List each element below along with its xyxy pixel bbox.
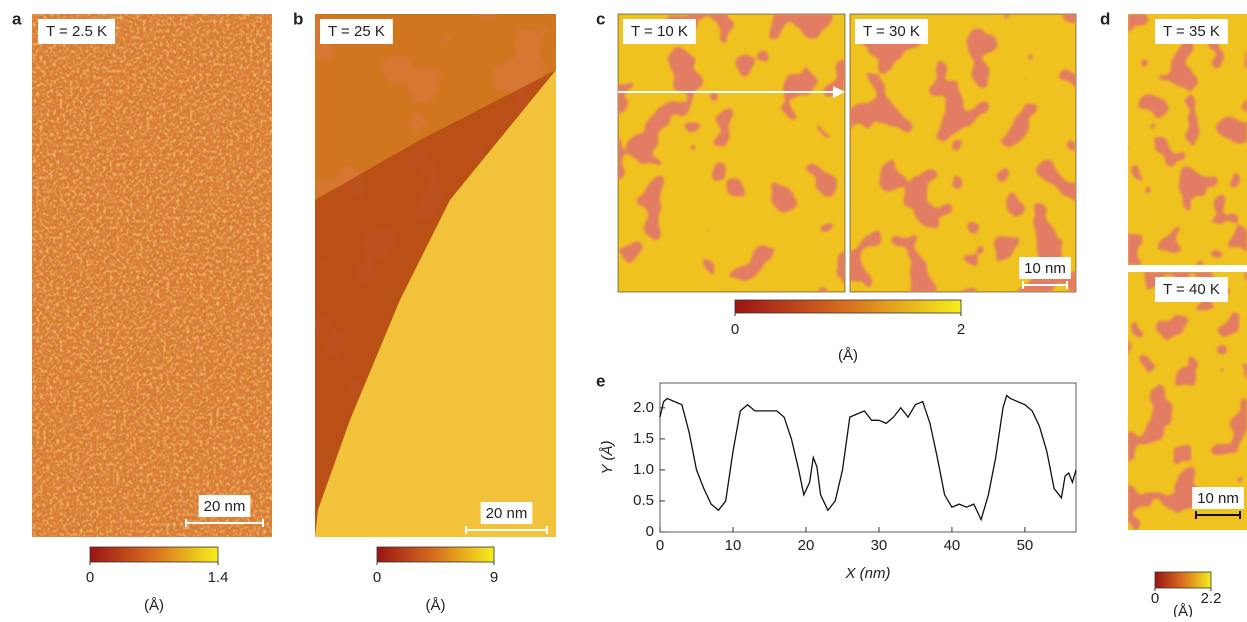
y-tick-label: 1.5: [633, 430, 654, 447]
colorbar-tick-label: 9: [490, 569, 498, 586]
stm-texture: [850, 14, 1076, 292]
temperature-box: [1155, 277, 1228, 302]
colorbar-unit: (Å): [144, 597, 164, 614]
stm-texture: [618, 14, 845, 292]
scale-bar: [1195, 511, 1241, 519]
scale-bar-box: [1192, 487, 1244, 509]
colorbar: [89, 546, 219, 563]
y-tick-label: 0.5: [633, 492, 654, 509]
scale-bar: [185, 519, 264, 527]
scale-bar: [1022, 281, 1068, 289]
temperature-box: [320, 19, 393, 44]
stm-texture: [32, 14, 272, 537]
x-axis-label: X (nm): [845, 565, 891, 582]
temperature-label: T = 30 K: [863, 23, 920, 40]
y-axis-label: Y (Å): [599, 441, 616, 475]
x-tick-label: 50: [1017, 537, 1034, 554]
temperature-label: T = 2.5 K: [46, 23, 107, 40]
stm-texture: [1128, 14, 1247, 265]
temperature-box: [623, 19, 696, 44]
scale-bar-box: [480, 502, 533, 524]
colorbar: [1154, 571, 1212, 589]
colorbar-tick-label: 2.2: [1201, 590, 1222, 607]
colorbar-tick-label: 0: [1151, 590, 1159, 607]
colorbar: [376, 546, 495, 563]
scale-bar-label: 10 nm: [1024, 260, 1066, 277]
panel-label: e: [596, 371, 605, 390]
scale-bar-label: 20 nm: [204, 498, 246, 515]
colorbar: [734, 299, 962, 314]
scale-bar-box: [1019, 257, 1071, 279]
colorbar-tick-label: 0: [373, 569, 381, 586]
temperature-label: T = 10 K: [631, 23, 688, 40]
x-tick-label: 10: [725, 537, 742, 554]
profile-line: [659, 394, 1077, 522]
colorbar-unit: (Å): [838, 347, 858, 364]
x-tick-label: 20: [798, 537, 815, 554]
temperature-label: T = 25 K: [328, 23, 385, 40]
y-tick-label: 2.0: [633, 399, 654, 416]
panel-label: a: [12, 9, 22, 28]
temperature-box: [38, 19, 116, 44]
colorbar-tick-label: 1.4: [208, 569, 229, 586]
temperature-box: [855, 19, 928, 44]
x-tick-label: 0: [656, 537, 664, 554]
x-tick-label: 30: [871, 537, 888, 554]
scale-bar-box: [198, 495, 251, 517]
temperature-box: [1155, 19, 1228, 44]
scale-bar-label: 10 nm: [1197, 490, 1239, 507]
colorbar-tick-label: 2: [957, 321, 965, 338]
scale-bar: [465, 526, 548, 534]
x-tick-label: 40: [944, 537, 961, 554]
y-tick-label: 0: [646, 523, 654, 540]
temperature-label: T = 35 K: [1163, 23, 1220, 40]
colorbar-tick-label: 0: [86, 569, 94, 586]
colorbar-unit: (Å): [426, 597, 446, 614]
stm-dark-terrace: [315, 70, 556, 537]
stm-bright-texture: [315, 70, 556, 537]
y-tick-label: 1.0: [633, 461, 654, 478]
arrow-head: [833, 86, 845, 98]
plot-frame: [659, 382, 1077, 533]
colorbar-unit: (Å): [1173, 603, 1193, 617]
panel-label: c: [596, 9, 605, 28]
panel-label: d: [1100, 9, 1110, 28]
panel-label: b: [293, 9, 303, 28]
scale-bar-label: 20 nm: [486, 505, 528, 522]
temperature-label: T = 40 K: [1163, 281, 1220, 298]
colorbar-tick-label: 0: [731, 321, 739, 338]
